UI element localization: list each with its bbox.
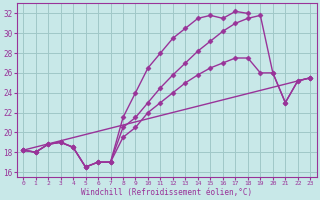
X-axis label: Windchill (Refroidissement éolien,°C): Windchill (Refroidissement éolien,°C) xyxy=(81,188,252,197)
